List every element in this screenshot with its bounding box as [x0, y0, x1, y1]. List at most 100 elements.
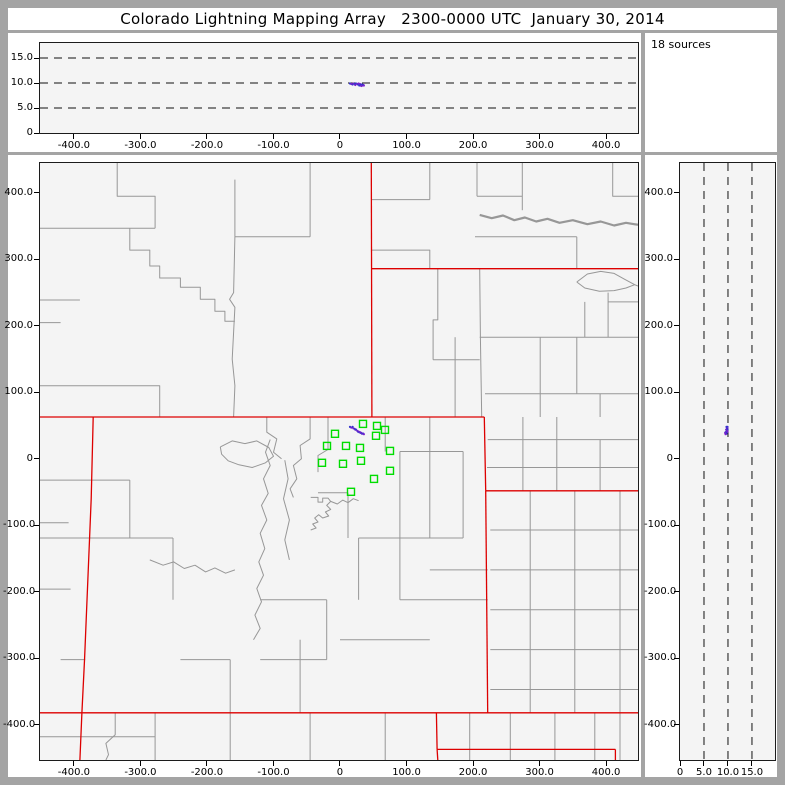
alt-ns-plot[interactable] — [679, 162, 776, 761]
county-boundary-line — [129, 228, 235, 322]
tick-mark — [703, 761, 705, 766]
altitude-tick-label: 10.0 — [10, 77, 33, 88]
state-boundary-line — [79, 416, 94, 760]
sources-count-panel: 18 sources — [645, 33, 777, 152]
tick-mark — [34, 258, 39, 260]
ew-axis-tick-label: 200.0 — [458, 140, 488, 151]
lma-station-marker — [371, 431, 381, 440]
state-boundary-line — [436, 749, 439, 760]
ew-axis-tick-label: 400.0 — [591, 767, 621, 778]
tick-mark — [206, 761, 208, 766]
county-boundary-line — [576, 270, 638, 287]
ns-axis-tick-label: 200.0 — [4, 319, 33, 331]
county-boundary-line — [576, 281, 635, 292]
tick-mark — [139, 761, 141, 766]
tick-mark — [34, 132, 39, 134]
lma-station-marker — [346, 487, 356, 496]
ns-axis-tick-label: 300.0 — [644, 253, 673, 265]
tick-mark — [406, 134, 408, 139]
tick-mark — [34, 591, 39, 593]
plan-view-map-plot[interactable] — [39, 162, 639, 761]
tick-mark — [605, 761, 607, 766]
state-boundary-line — [483, 416, 487, 491]
lma-station-marker — [355, 443, 365, 453]
tick-mark — [339, 134, 341, 139]
tick-mark — [727, 761, 729, 766]
ns-axis-tick-label: 0 — [666, 452, 673, 464]
tick-mark — [34, 524, 39, 526]
ns-axis-tick-label: 100.0 — [4, 386, 33, 398]
tick-mark — [34, 82, 39, 84]
lma-station-marker — [358, 419, 368, 429]
ew-axis-tick-label: 200.0 — [458, 767, 488, 778]
ew-axis-tick-label: 100.0 — [392, 140, 421, 151]
river-boundary-line — [479, 213, 638, 227]
tick-mark — [139, 134, 141, 139]
county-boundary-line — [149, 559, 236, 574]
tick-mark — [674, 192, 679, 194]
altitude-tick-label: 0 — [26, 127, 33, 138]
lma-station-marker — [330, 429, 340, 438]
tick-mark — [272, 134, 274, 139]
ns-axis-tick-label: 0 — [26, 452, 33, 464]
county-boundary-line — [479, 268, 483, 418]
tick-mark — [34, 192, 39, 194]
tick-mark — [34, 657, 39, 659]
alt-ew-plot[interactable] — [39, 42, 639, 134]
altitude-tick-label: 5.0 — [696, 767, 712, 778]
tick-mark — [751, 761, 753, 766]
state-boundary-line — [435, 712, 438, 750]
tick-mark — [206, 134, 208, 139]
ns-axis-tick-label: -100.0 — [3, 519, 36, 531]
title-bar: Colorado Lightning Mapping Array 2300-00… — [8, 8, 777, 30]
county-boundary-line — [371, 249, 431, 269]
lma-station-marker — [322, 441, 332, 451]
tick-mark — [34, 325, 39, 327]
lma-station-marker — [317, 458, 327, 467]
county-boundary-line — [432, 268, 439, 360]
ns-axis-tick-label: -300.0 — [644, 652, 677, 664]
lightning-source-dot — [362, 84, 365, 87]
ns-axis-tick-label: 400.0 — [4, 186, 33, 198]
lma-station-marker — [356, 456, 366, 465]
county-boundary-line — [283, 460, 290, 561]
ns-axis-tick-label: -400.0 — [644, 718, 677, 730]
county-boundary-line — [253, 439, 271, 640]
ew-axis-tick-label: 400.0 — [591, 140, 621, 151]
county-boundary-line — [229, 236, 236, 418]
lightning-source-dot — [362, 433, 365, 436]
tick-mark — [472, 134, 474, 139]
lma-station-marker — [372, 421, 382, 431]
ew-axis-tick-label: -300.0 — [124, 140, 157, 151]
ns-axis-tick-label: -100.0 — [644, 519, 677, 531]
tick-mark — [34, 458, 39, 460]
ew-axis-tick-label: -100.0 — [257, 767, 290, 778]
lma-station-marker — [385, 466, 395, 475]
ns-axis-tick-label: 200.0 — [644, 319, 673, 331]
ns-axis-tick-label: 100.0 — [644, 386, 673, 398]
tick-mark — [674, 724, 679, 726]
tick-mark — [73, 134, 75, 139]
lightning-source-dot — [724, 433, 727, 436]
ew-axis-tick-label: -400.0 — [57, 767, 91, 778]
county-boundary-line — [266, 417, 282, 460]
page-title: Colorado Lightning Mapping Array 2300-00… — [120, 10, 665, 28]
tick-mark — [674, 458, 679, 460]
ew-axis-tick-label: -200.0 — [190, 767, 224, 778]
lma-station-marker — [369, 474, 379, 484]
tick-mark — [472, 761, 474, 766]
tick-mark — [674, 657, 679, 659]
county-boundary-line — [330, 498, 359, 505]
altitude-tick-label: 15.0 — [10, 52, 33, 63]
ew-axis-tick-label: 0 — [336, 140, 344, 151]
tick-mark — [674, 391, 679, 393]
altitude-tick-label: 5.0 — [17, 102, 33, 113]
county-boundary-line — [105, 712, 116, 760]
tick-mark — [674, 325, 679, 327]
tick-mark — [674, 258, 679, 260]
tick-mark — [539, 134, 541, 139]
ns-axis-tick-label: -200.0 — [644, 585, 677, 597]
tick-mark — [539, 761, 541, 766]
ew-axis-tick-label: 300.0 — [525, 767, 554, 778]
tick-mark — [34, 57, 39, 59]
